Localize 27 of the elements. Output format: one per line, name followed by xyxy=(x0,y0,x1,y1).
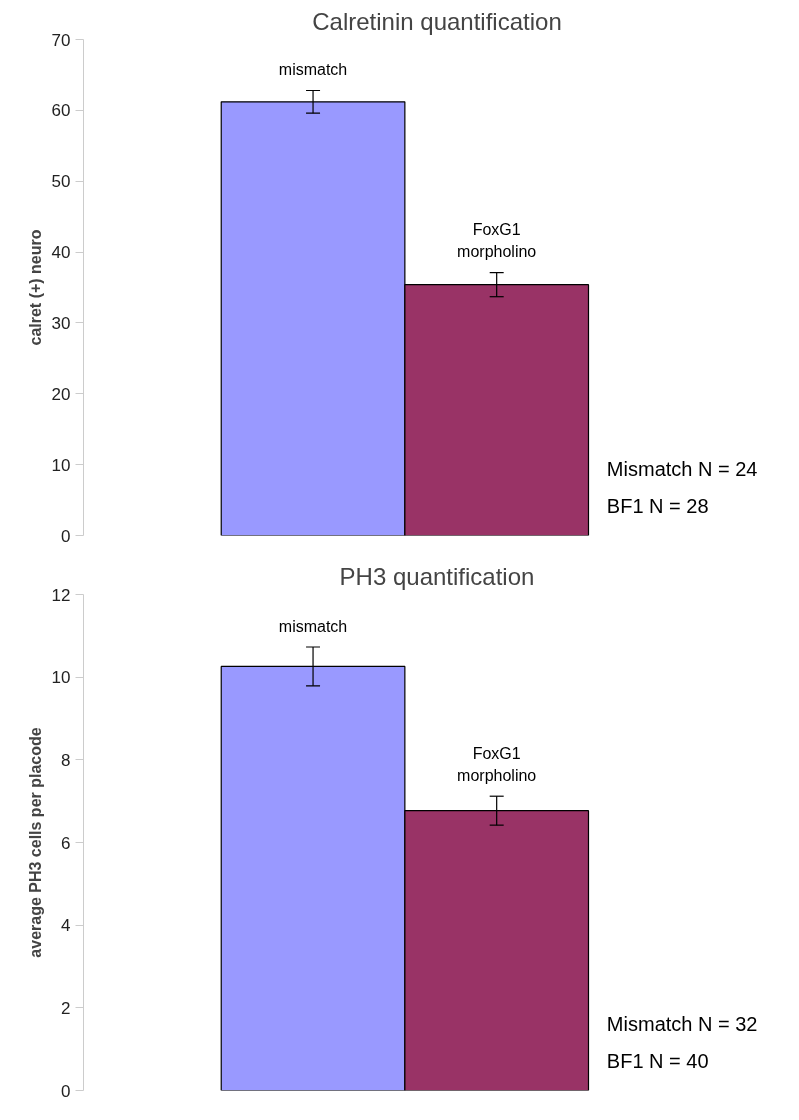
y-tick-label: 70 xyxy=(51,30,71,50)
y-axis-title: average PH3 cells per placode xyxy=(26,727,44,958)
x-tick-label: mismatch xyxy=(278,617,348,635)
y-tick-label: 4 xyxy=(61,916,71,936)
x-tick-label: FoxG1 morpholino xyxy=(457,221,537,261)
x-tick-label: mismatch xyxy=(278,61,348,79)
y-tick-label: 10 xyxy=(51,668,71,688)
y-tick-label: 30 xyxy=(51,313,71,333)
y-tick-label: 12 xyxy=(51,585,71,605)
text: Mismatch N = 32 xyxy=(606,1012,758,1035)
y-tick-label: 60 xyxy=(51,101,71,121)
text: BF1 N = 28 xyxy=(606,494,709,517)
y-tick-label: 50 xyxy=(51,172,71,192)
y-tick-label: 0 xyxy=(61,526,71,546)
chart-title: Calretinin quantification xyxy=(312,7,562,35)
y-tick-label: 2 xyxy=(61,998,71,1018)
text: BF1 N = 40 xyxy=(606,1049,709,1072)
y-tick-label: 8 xyxy=(61,750,71,770)
y-tick-label: 10 xyxy=(51,455,71,475)
chart-title: PH3 quantification xyxy=(339,562,535,590)
y-tick-label: 0 xyxy=(61,1081,71,1101)
x-tick-label: FoxG1 morpholino xyxy=(457,744,537,784)
y-tick-label: 20 xyxy=(51,384,71,404)
y-axis-title: calret (+) neuro xyxy=(26,229,44,346)
text: Mismatch N = 24 xyxy=(606,457,758,480)
y-tick-label: 6 xyxy=(61,833,71,853)
y-tick-label: 40 xyxy=(51,243,71,263)
